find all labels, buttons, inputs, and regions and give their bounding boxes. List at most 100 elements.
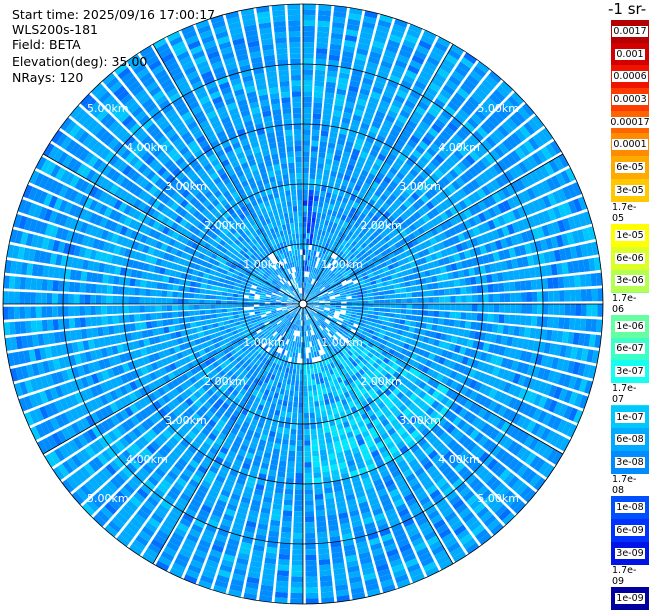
ray-gate <box>445 247 453 256</box>
ray-gate <box>317 207 323 214</box>
ray-gate <box>426 397 436 406</box>
ray-gate <box>356 294 363 298</box>
ray-gate <box>309 255 313 262</box>
ray-gate <box>340 308 347 311</box>
ray-gate <box>520 231 529 243</box>
ray-gate <box>550 175 561 189</box>
ray-gate <box>363 112 374 120</box>
ray-gate <box>440 375 449 385</box>
ray-gate <box>489 263 497 273</box>
ray-gate <box>463 219 472 230</box>
ray-gate <box>314 190 320 197</box>
ray-gate <box>314 75 325 82</box>
ray-gate <box>172 305 178 311</box>
ray-gate <box>317 433 325 440</box>
ray-gate <box>476 361 485 371</box>
ray-gate <box>510 181 521 193</box>
ray-gate <box>571 230 580 244</box>
ray-gate <box>454 320 461 328</box>
ray-gate <box>278 393 284 400</box>
ray-gate <box>297 418 303 424</box>
ray-gate <box>199 304 205 310</box>
ray-gate <box>316 292 322 296</box>
ray-gate <box>436 274 443 282</box>
ray-gate <box>264 304 271 306</box>
ray-gate <box>514 128 527 142</box>
ray-gate <box>464 377 473 387</box>
ray-gate <box>162 283 169 290</box>
ray-gate <box>515 233 524 245</box>
ray-gate <box>316 275 321 281</box>
ray-gate <box>140 279 147 288</box>
ray-gate <box>311 285 316 291</box>
ray-gate <box>318 284 324 290</box>
ray-gate <box>389 129 400 138</box>
ray-gate <box>464 170 474 181</box>
ray-gate <box>553 249 562 262</box>
ray-gate <box>454 66 468 78</box>
ray-gate <box>478 468 490 480</box>
ray-gate <box>409 214 417 223</box>
ray-gate <box>420 342 428 350</box>
ray-gate <box>323 236 328 243</box>
ray-gate <box>355 315 362 319</box>
ray-gate <box>313 234 318 240</box>
ray-gate <box>497 215 506 226</box>
ray-gate <box>338 207 345 214</box>
ray-gate <box>397 259 405 266</box>
ray-gate <box>351 240 358 247</box>
ray-gate <box>509 497 522 511</box>
ray-gate <box>308 302 314 304</box>
ray-gate <box>542 464 555 478</box>
ray-gate <box>454 405 464 415</box>
ray-gate <box>471 285 478 294</box>
ray-gate <box>394 94 406 104</box>
ray-gate <box>389 313 396 318</box>
ray-gate <box>172 291 179 298</box>
ray-gate <box>562 218 571 231</box>
ray-gate <box>340 226 346 233</box>
ray-gate <box>443 358 451 367</box>
ray-gate <box>205 294 211 300</box>
ray-gate <box>305 336 307 343</box>
ray-gate <box>211 318 218 324</box>
ray-gate <box>555 172 566 187</box>
ray-gate <box>484 333 492 342</box>
ray-gate <box>362 293 368 298</box>
ray-gate <box>324 197 331 204</box>
ray-gate <box>349 219 356 226</box>
ray-gate <box>506 336 514 347</box>
ray-gate <box>388 317 395 323</box>
ray-gate <box>339 290 345 294</box>
ray-gate <box>357 300 363 304</box>
ray-gate <box>520 467 533 481</box>
ray-gate <box>183 298 189 304</box>
ray-gate <box>346 163 355 172</box>
ray-gate <box>349 176 358 184</box>
ray-gate <box>291 565 303 572</box>
ray-gate <box>273 498 283 505</box>
ray-gate <box>303 216 307 223</box>
ray-gate <box>339 67 351 75</box>
ray-gate <box>438 190 448 201</box>
ray-gate <box>502 213 511 224</box>
ray-gate <box>399 203 408 212</box>
ray-gate <box>354 236 361 243</box>
ray-gate <box>320 265 325 271</box>
ray-gate <box>352 114 362 122</box>
ray-gate <box>487 343 496 353</box>
ray-gate <box>421 204 431 214</box>
ray-gate <box>447 121 459 133</box>
ray-gate <box>415 341 423 348</box>
ray-gate <box>304 440 311 446</box>
ray-gate <box>557 188 567 202</box>
ray-gate <box>516 361 525 373</box>
ray-gate <box>316 515 326 522</box>
ray-gate <box>501 156 513 169</box>
ray-gate <box>287 373 292 380</box>
ray-gate <box>315 314 320 319</box>
ray-gate <box>227 288 234 293</box>
ray-gate <box>387 280 394 286</box>
ray-gate <box>323 169 331 176</box>
ray-gate <box>96 316 103 326</box>
